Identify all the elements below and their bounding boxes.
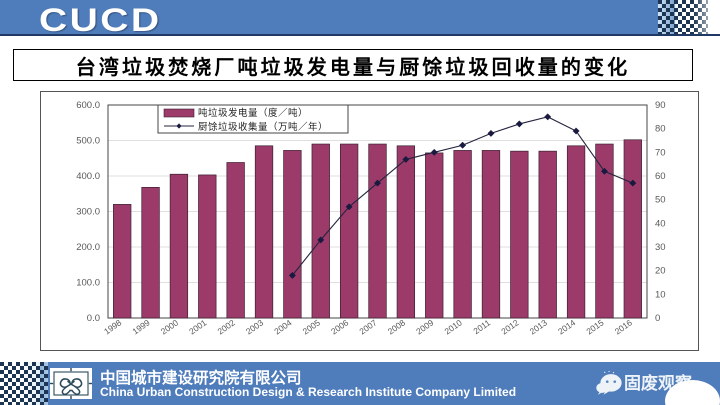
svg-text:吨垃圾发电量（度／吨）: 吨垃圾发电量（度／吨） [198,107,308,119]
svg-text:70: 70 [655,147,666,158]
svg-text:40: 40 [655,218,666,229]
svg-text:20: 20 [655,266,666,277]
svg-text:600.0: 600.0 [76,100,100,111]
svg-text:60: 60 [655,171,666,182]
svg-text:厨馀垃圾收集量（万吨／年）: 厨馀垃圾收集量（万吨／年） [198,121,328,133]
svg-text:80: 80 [655,124,666,135]
svg-text:400.0: 400.0 [76,171,100,182]
svg-text:10: 10 [655,289,666,300]
svg-text:500.0: 500.0 [76,136,100,147]
svg-text:100.0: 100.0 [76,278,100,289]
svg-text:30: 30 [655,242,666,253]
svg-text:90: 90 [655,100,666,111]
svg-text:50: 50 [655,195,666,206]
svg-text:300.0: 300.0 [76,207,100,218]
svg-text:200.0: 200.0 [76,242,100,253]
svg-text:0.0: 0.0 [87,313,100,324]
svg-text:0: 0 [655,313,660,324]
